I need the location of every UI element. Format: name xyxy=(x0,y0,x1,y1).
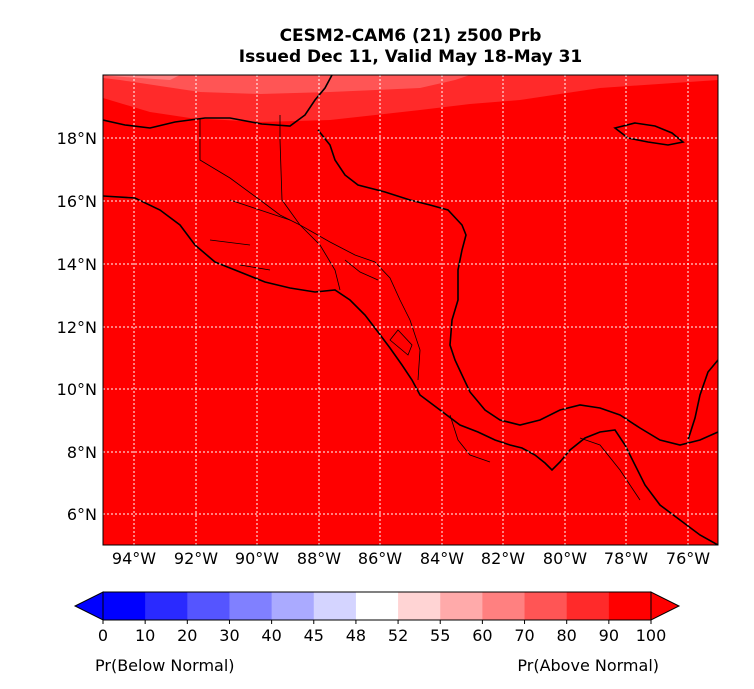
colorbar-tick-label: 20 xyxy=(177,626,197,645)
country-borders xyxy=(199,115,641,501)
field-60-70 xyxy=(103,75,180,80)
lon-tick: 84°W xyxy=(420,549,464,568)
lat-tick: 16°N xyxy=(57,192,97,211)
gridlines xyxy=(103,75,718,545)
colorbar-cell xyxy=(440,592,483,620)
colorbar-tick-label: 70 xyxy=(514,626,534,645)
colorbar-tick-label: 52 xyxy=(388,626,408,645)
lat-tick: 12°N xyxy=(57,318,97,337)
field-70-80 xyxy=(103,75,470,94)
colorbar-cell xyxy=(187,592,230,620)
probability-field xyxy=(103,75,718,545)
lon-tick: 86°W xyxy=(358,549,402,568)
lat-tick: 18°N xyxy=(57,129,97,148)
lon-ticks: 94°W 92°W 90°W 88°W 86°W 84°W 82°W 80°W … xyxy=(112,549,710,568)
colorbar-cell xyxy=(355,592,399,620)
colorbar-tick-label: 100 xyxy=(636,626,667,645)
colorbar-cell xyxy=(482,592,526,620)
colorbar-cell xyxy=(398,592,441,620)
lat-tick: 10°N xyxy=(57,380,97,399)
colorbar-tick-label: 10 xyxy=(135,626,155,645)
lon-tick: 94°W xyxy=(112,549,156,568)
colorbar-tick-label: 80 xyxy=(557,626,577,645)
colorbar-arrow-right xyxy=(650,591,681,621)
lon-tick: 92°W xyxy=(174,549,218,568)
lat-tick: 14°N xyxy=(57,255,97,274)
colorbar-label-left: Pr(Below Normal) xyxy=(95,656,235,675)
map-frame xyxy=(102,74,719,546)
lon-tick: 88°W xyxy=(297,549,341,568)
field-90-100 xyxy=(103,75,718,545)
colorbar-cell xyxy=(229,592,273,620)
colorbar-cell xyxy=(524,592,568,620)
lat-ticks: 18°N 16°N 14°N 12°N 10°N 8°N 6°N xyxy=(57,129,97,524)
colorbar-tick-label: 55 xyxy=(430,626,450,645)
map-title-line2: Issued Dec 11, Valid May 18-May 31 xyxy=(238,47,583,67)
colorbar-tick-label: 40 xyxy=(261,626,281,645)
colorbar-tick-label: 60 xyxy=(472,626,492,645)
lon-tick: 76°W xyxy=(666,549,710,568)
colorbar-tick-label: 30 xyxy=(219,626,239,645)
colorbar-cell xyxy=(145,592,188,620)
lon-tick: 80°W xyxy=(543,549,587,568)
lat-tick: 6°N xyxy=(67,505,97,524)
lon-tick: 90°W xyxy=(235,549,279,568)
lon-tick: 82°W xyxy=(481,549,525,568)
colorbar-cell xyxy=(103,592,146,620)
colorbar-cell xyxy=(313,592,357,620)
lon-tick: 78°W xyxy=(604,549,648,568)
map-title-line1: CESM2-CAM6 (21) z500 Prb xyxy=(279,26,542,46)
colorbar-arrow-left xyxy=(73,591,104,621)
lat-tick: 8°N xyxy=(67,443,97,462)
colorbar-cell xyxy=(608,592,652,620)
colorbar-cell xyxy=(566,592,610,620)
colorbar-cell xyxy=(271,592,315,620)
colorbar-tick-label: 90 xyxy=(599,626,619,645)
colorbar-label-right: Pr(Above Normal) xyxy=(517,656,659,675)
colorbar-tick-label: 45 xyxy=(304,626,324,645)
colorbar-tick-label: 48 xyxy=(346,626,366,645)
coastlines xyxy=(103,75,718,545)
colorbar: 0 10 20 30 40 45 48 52 55 60 70 80 90 100 Pr(Below No… xyxy=(73,591,681,675)
colorbar-tick-label: 0 xyxy=(98,626,108,645)
colorbar-frame xyxy=(102,591,652,621)
